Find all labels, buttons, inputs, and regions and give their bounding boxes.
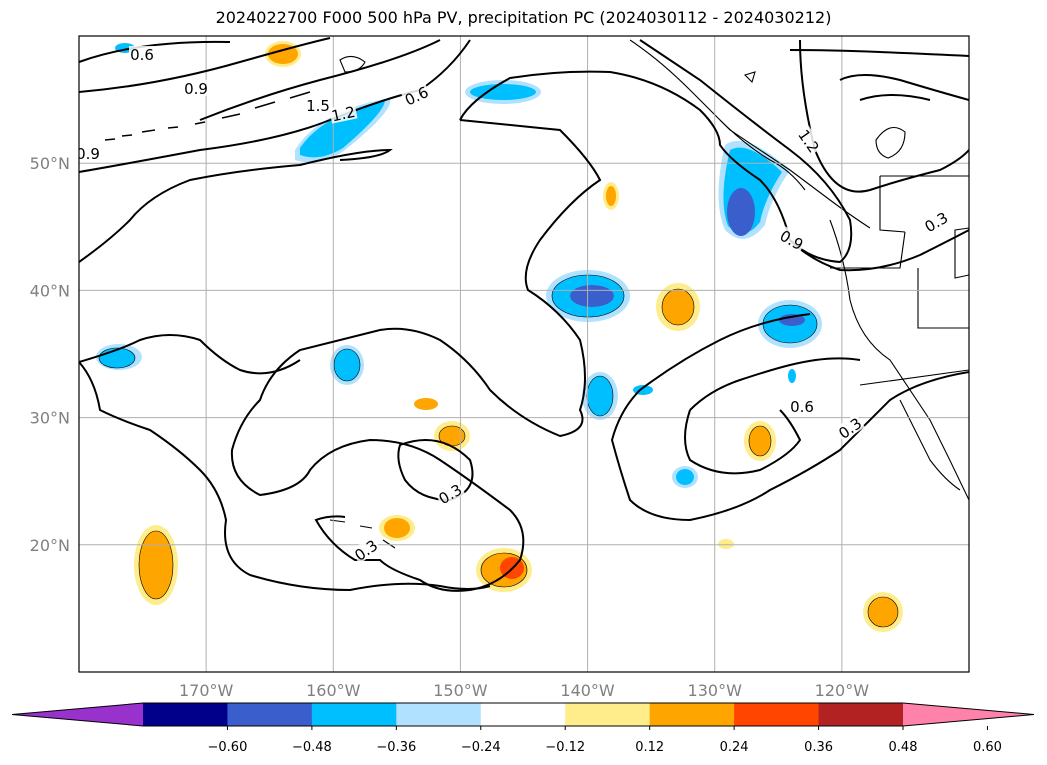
- contour-label: 1.5: [306, 97, 330, 115]
- colorbar-outline: [11, 702, 1035, 727]
- latitude-labels: 50°N 40°N 30°N 20°N: [30, 154, 70, 555]
- contour-label: 0.9: [184, 80, 208, 98]
- contour-label: 1.2: [330, 103, 357, 126]
- colorbar-bin: [734, 703, 820, 726]
- colorbar-tick-label: −0.12: [545, 740, 585, 755]
- latitude-tick-label: 30°N: [30, 409, 70, 428]
- colorbar-tick-label: −0.36: [376, 740, 416, 755]
- colorbar-tick-label: 0.24: [720, 740, 749, 755]
- contour-label: 0.6: [130, 46, 154, 64]
- contour-label-bg: [834, 413, 865, 442]
- coastlines: [329, 39, 969, 549]
- colorbar-tick-label: 0.48: [889, 740, 918, 755]
- colorbar-extend-low: [12, 703, 143, 726]
- colorbar-extend-high: [903, 703, 1034, 726]
- map-area: 0.60.91.5 1.20.60.9 1.20.90.30.60.30.30.3: [76, 36, 969, 672]
- colorbar-bin: [143, 703, 228, 726]
- colorbar-tick-label: 0.12: [635, 740, 664, 755]
- latitude-tick-label: 50°N: [30, 154, 70, 173]
- longitude-tick-label: 120°W: [815, 681, 870, 700]
- colorbar-bin: [818, 703, 904, 726]
- contour-label-bg: [434, 480, 466, 507]
- colorbar-tick-label: 0.60: [973, 740, 1002, 755]
- colorbar-tick-label: 0.36: [804, 740, 833, 755]
- latitude-tick-label: 20°N: [30, 536, 70, 555]
- contour-label: 0.9: [76, 145, 100, 163]
- longitude-tick-label: 150°W: [433, 681, 488, 700]
- colorbar-bin: [396, 703, 482, 726]
- colorbar-bin: [227, 703, 313, 726]
- aleutian-islands: [104, 91, 311, 141]
- contour-label-bg: [789, 398, 815, 414]
- contour-label: 0.6: [790, 398, 814, 416]
- colorbar-bin: [311, 703, 397, 726]
- colorbar-bin: [480, 703, 566, 726]
- pv-contours: [79, 37, 969, 592]
- longitude-labels: 170°W 160°W 150°W 140°W 130°W 120°W: [179, 681, 869, 700]
- colorbar-tick-label: −0.48: [292, 740, 332, 755]
- contour-label-bg: [79, 145, 101, 161]
- contour-label-bg: [183, 80, 209, 96]
- contour-label-bg: [129, 46, 155, 62]
- longitude-tick-label: 170°W: [179, 681, 234, 700]
- colorbar: −0.60 −0.48 −0.36 −0.24 −0.12 0.12 0.24 0.36 0.4…: [11, 702, 1035, 755]
- contour-label-bg: [401, 82, 432, 109]
- colorbar-tick-label: −0.60: [208, 740, 248, 755]
- map-frame: [78, 35, 970, 673]
- contour-label-bg: [305, 97, 331, 113]
- contour-label-bg: [776, 226, 808, 253]
- page-title: 2024022700 F000 500 hPa PV, precipitatio…: [215, 8, 832, 27]
- colorbar-bin: [649, 703, 735, 726]
- colorbar-tick-label: −0.24: [461, 740, 501, 755]
- contour-label-bg: [350, 535, 381, 564]
- longitude-tick-label: 160°W: [306, 681, 361, 700]
- colorbar-bin: [565, 703, 651, 726]
- latitude-tick-label: 40°N: [30, 281, 70, 300]
- contour-label-bg: [920, 208, 952, 235]
- contour-label-bg: [328, 102, 358, 124]
- longitude-tick-label: 130°W: [688, 681, 743, 700]
- contour-label-bg: [795, 125, 824, 156]
- longitude-tick-label: 140°W: [560, 681, 615, 700]
